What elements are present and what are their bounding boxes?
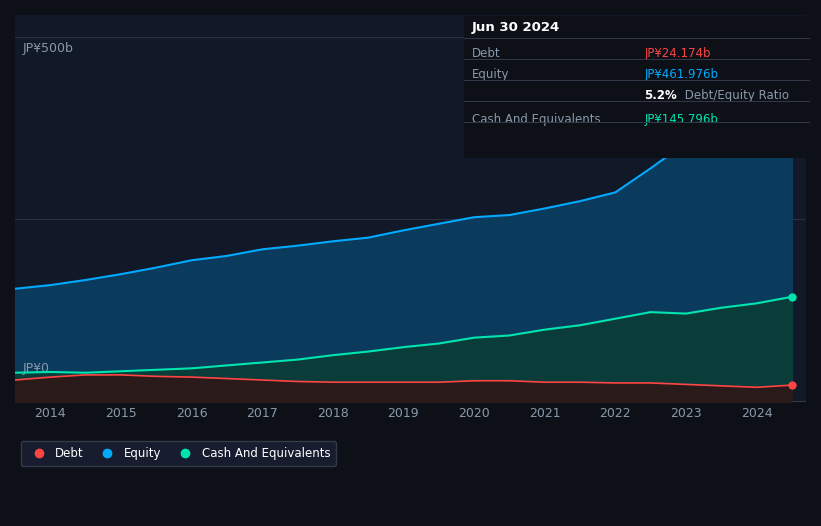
Text: Cash And Equivalents: Cash And Equivalents [472, 113, 601, 126]
Text: JP¥145.796b: JP¥145.796b [644, 113, 718, 126]
Text: Equity: Equity [472, 68, 510, 82]
Text: Jun 30 2024: Jun 30 2024 [472, 21, 560, 34]
Text: JP¥24.174b: JP¥24.174b [644, 47, 711, 60]
Text: Debt/Equity Ratio: Debt/Equity Ratio [681, 89, 790, 103]
Legend: Debt, Equity, Cash And Equivalents: Debt, Equity, Cash And Equivalents [21, 441, 336, 466]
Text: 5.2%: 5.2% [644, 89, 677, 103]
Text: JP¥0: JP¥0 [23, 362, 50, 375]
Text: JP¥500b: JP¥500b [23, 42, 74, 55]
Text: JP¥461.976b: JP¥461.976b [644, 68, 718, 82]
Text: Debt: Debt [472, 47, 501, 60]
